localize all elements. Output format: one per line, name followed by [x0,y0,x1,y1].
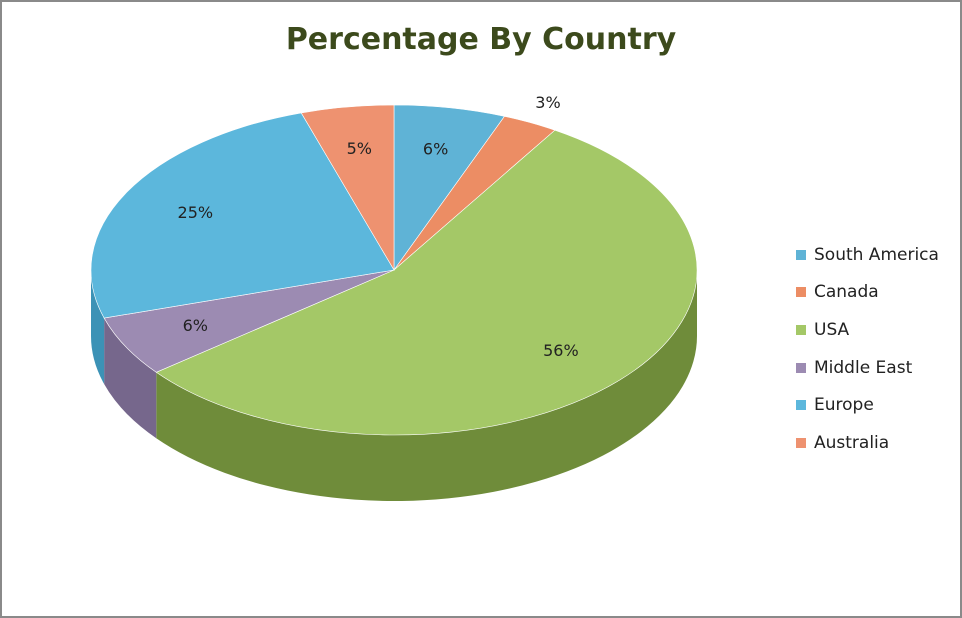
data-label-south-america: 6% [423,140,448,159]
legend-item-canada: Canada [796,274,939,312]
legend-label: Middle East [814,357,913,378]
legend-item-europe: Europe [796,386,939,424]
legend-item-south-america: South America [796,236,939,274]
pie-side-usa [156,270,697,502]
legend-swatch [796,287,806,298]
data-label-usa: 56% [543,341,579,360]
legend-label: Australia [814,432,890,453]
pie-slice-australia [300,104,395,272]
legend-item-australia: Australia [796,424,939,462]
legend-swatch [796,400,806,411]
data-label-middle-east: 6% [183,316,208,335]
data-label-europe: 25% [178,203,214,222]
legend: South America Canada USA Middle East Europe A… [796,236,939,462]
legend-item-usa: USA [796,311,939,349]
chart-title: Percentage By Country [285,22,677,57]
legend-label: South America [814,244,939,265]
pie-side-middle-east [104,318,157,439]
legend-item-middle-east: Middle East [796,349,939,387]
pie-slice-usa [155,129,698,436]
pie-slice-europe [90,112,395,319]
legend-label: Europe [814,395,874,416]
legend-swatch [796,362,806,373]
legend-swatch [796,324,806,335]
pie-side-europe [91,270,105,385]
data-label-canada: 3% [535,93,560,112]
legend-label: USA [814,319,850,340]
legend-swatch [796,249,806,260]
legend-swatch [796,437,806,448]
legend-label: Canada [814,282,879,303]
data-label-australia: 5% [347,139,372,158]
